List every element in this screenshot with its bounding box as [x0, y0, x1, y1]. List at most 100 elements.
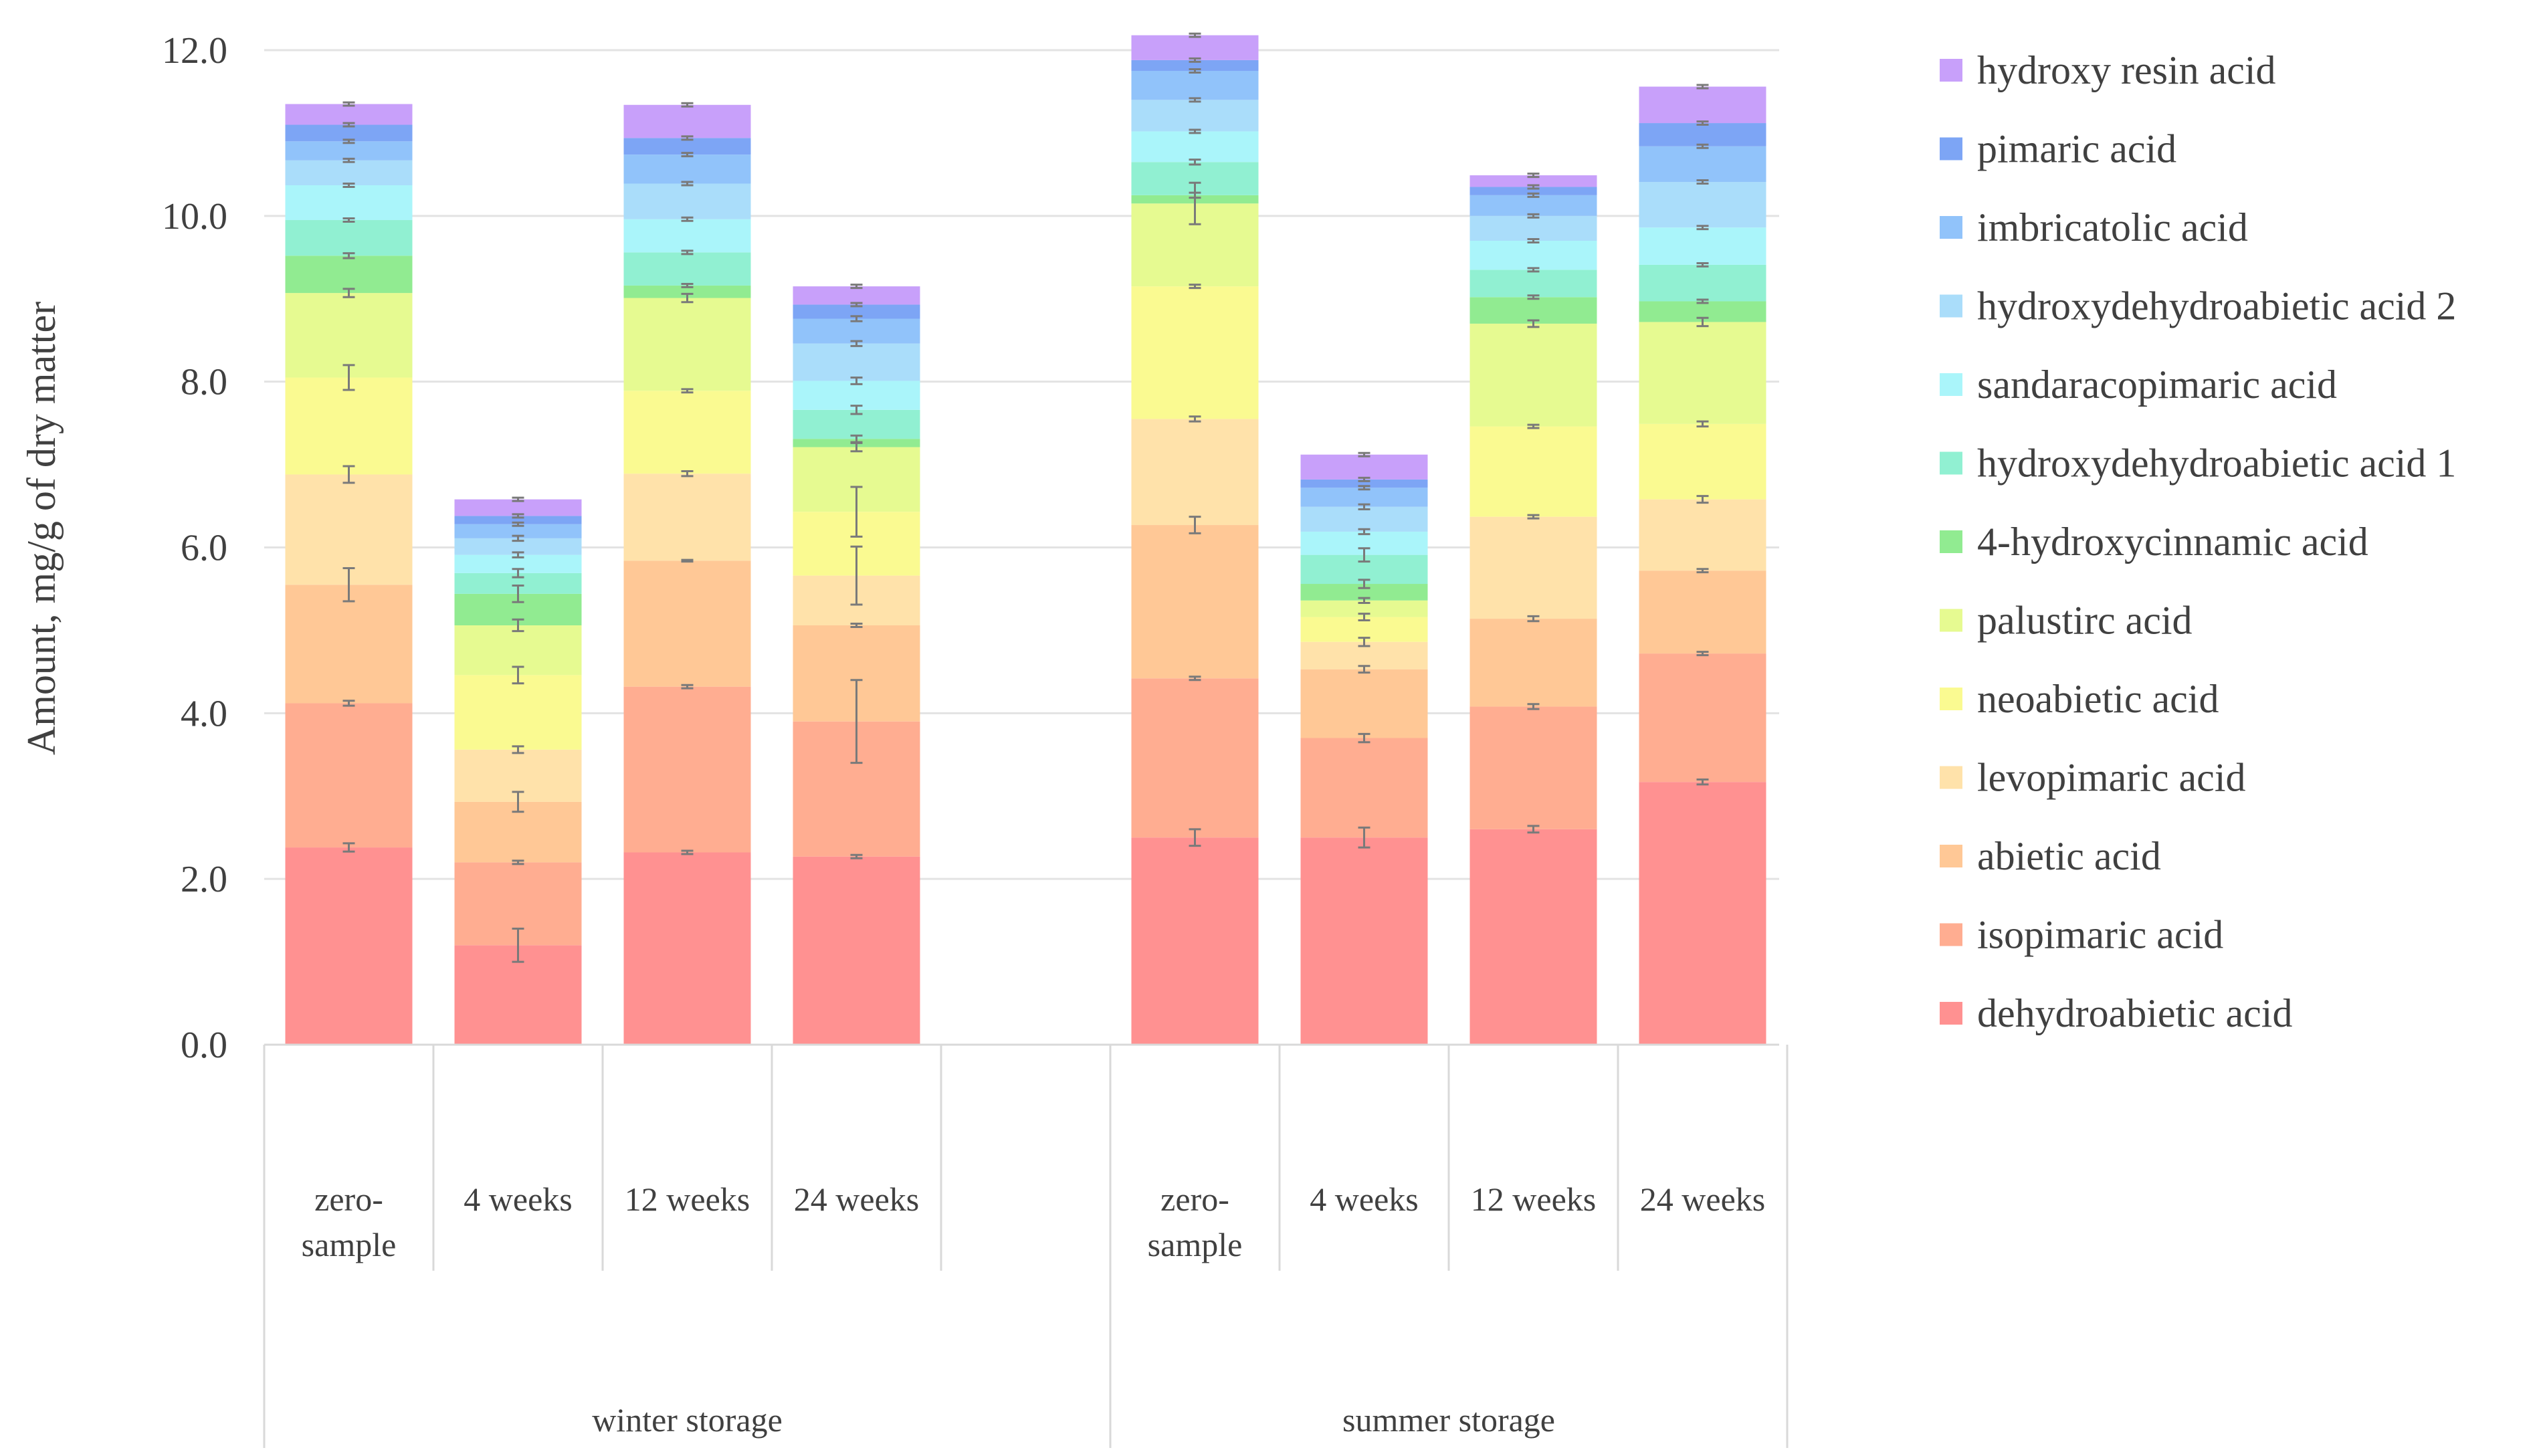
- bar-segment-imbricatolic-acid: [285, 141, 413, 161]
- legend-item-hydroxy-resin-acid: hydroxy resin acid: [1940, 48, 2276, 92]
- error-bar: [681, 849, 694, 855]
- bar-segment-4-hydroxycinnamic-acid: [1469, 297, 1597, 324]
- error-bar: [342, 364, 355, 391]
- error-bar: [1696, 262, 1709, 268]
- legend-swatch: [1940, 59, 1962, 82]
- bar-segment-sandaracopimaric-acid: [1639, 227, 1766, 265]
- bar-segment-levopimaric-acid: [623, 474, 751, 561]
- y-tick-label: 2.0: [181, 859, 227, 900]
- error-bar: [1358, 485, 1370, 491]
- error-bar: [1527, 423, 1540, 429]
- legend-item-hydroxydehydroabietic-acid-2: hydroxydehydroabietic acid 2: [1940, 284, 2456, 328]
- category-label: zero-: [314, 1180, 383, 1218]
- bar-segment-levopimaric-acid: [285, 474, 413, 585]
- bar-segment-palustirc-acid: [285, 293, 413, 378]
- legend-item-imbricatolic-acid: imbricatolic acid: [1940, 205, 2248, 249]
- error-bar: [342, 138, 355, 144]
- error-bar: [681, 558, 694, 563]
- y-tick-label: 10.0: [162, 196, 227, 237]
- y-axis-title: Amount, mg/g of dry matter: [19, 302, 64, 755]
- legend-label: hydroxydehydroabietic acid 2: [1977, 284, 2456, 328]
- category-label: 12 weeks: [625, 1180, 750, 1218]
- error-bar: [512, 551, 524, 558]
- error-bar: [1189, 675, 1201, 682]
- bar-segment-abietic-acid: [623, 560, 751, 687]
- category-label: 4 weeks: [1310, 1180, 1418, 1218]
- error-bar: [1189, 32, 1201, 38]
- legend-item-isopimaric-acid: isopimaric acid: [1940, 913, 2223, 957]
- category-label: 24 weeks: [794, 1180, 919, 1218]
- error-bar: [1358, 579, 1370, 589]
- error-bar: [1358, 547, 1370, 563]
- error-bar: [342, 101, 355, 107]
- bar-segment-neoabietic-acid: [285, 377, 413, 475]
- y-tick-label: 6.0: [181, 528, 227, 569]
- error-bar: [1189, 128, 1201, 134]
- bar-segment-imbricatolic-acid: [623, 154, 751, 184]
- bar-segment-levopimaric-acid: [1469, 516, 1597, 619]
- y-axis-ticks: 0.0 2.0 4.0 6.0 8.0 10.0 12.0: [162, 30, 227, 1066]
- legend-label: hydroxy resin acid: [1977, 48, 2276, 92]
- bar-segment-hydroxy-resin-acid: [285, 104, 413, 125]
- bar-segment-levopimaric-acid: [1639, 499, 1766, 571]
- legend-swatch: [1940, 766, 1962, 789]
- bar-segment-4-hydroxycinnamic-acid: [285, 255, 413, 294]
- error-bar: [850, 623, 863, 628]
- error-bar: [1527, 703, 1540, 710]
- error-bar: [342, 465, 355, 484]
- bar-segment-dehydroabietic-acid: [793, 856, 920, 1045]
- legend-swatch: [1940, 1002, 1962, 1025]
- legend-label: abietic acid: [1977, 834, 2161, 878]
- error-bar: [1189, 159, 1201, 166]
- error-bar: [1696, 495, 1709, 504]
- legend: hydroxy resin acid pimaric acid imbricatol…: [1940, 48, 2456, 1035]
- legend-label: hydroxydehydroabietic acid 1: [1977, 441, 2456, 486]
- error-bar: [342, 288, 355, 298]
- error-bar: [342, 122, 355, 128]
- legend-item-4-hydroxycinnamic-acid: 4-hydroxycinnamic acid: [1940, 520, 2368, 564]
- error-bar: [681, 249, 694, 255]
- error-bar: [681, 292, 694, 304]
- error-bar: [1527, 192, 1540, 198]
- bar-segment-palustirc-acid: [1469, 323, 1597, 427]
- error-bar: [850, 679, 863, 764]
- error-bar: [1189, 516, 1201, 534]
- error-bar: [1358, 732, 1370, 744]
- error-bar: [1527, 267, 1540, 273]
- error-bar: [342, 842, 355, 853]
- bar-segment-hydroxydehydroabietic-acid-2: [1131, 100, 1259, 132]
- legend-label: palustirc acid: [1977, 599, 2193, 643]
- bar-segment-isopimaric-acid: [1131, 678, 1259, 838]
- bar-segment-isopimaric-acid: [1639, 653, 1766, 783]
- error-bar: [850, 405, 863, 415]
- error-bar: [850, 434, 863, 443]
- legend-swatch: [1940, 688, 1962, 710]
- bar-segment-abietic-acid: [1639, 570, 1766, 654]
- bar-segment-levopimaric-acid: [1131, 419, 1259, 526]
- bar-segment-imbricatolic-acid: [1639, 146, 1766, 183]
- error-bar: [342, 157, 355, 163]
- category-label: zero-: [1160, 1180, 1229, 1218]
- bar-segment-pimaric-acid: [1131, 60, 1259, 71]
- legend-swatch: [1940, 845, 1962, 867]
- error-bar: [681, 181, 694, 187]
- bar-segment-isopimaric-acid: [623, 686, 751, 853]
- error-bar: [1189, 57, 1201, 63]
- error-bar: [1189, 828, 1201, 847]
- error-bar: [1527, 173, 1540, 179]
- bar-segment-isopimaric-acid: [285, 703, 413, 848]
- bar-segment-imbricatolic-acid: [793, 318, 920, 344]
- error-bar: [1527, 238, 1540, 243]
- error-bars: [342, 32, 1709, 963]
- error-bar: [342, 217, 355, 223]
- bar-segment-abietic-acid: [1131, 525, 1259, 679]
- error-bar: [850, 376, 863, 385]
- bar-segment-palustirc-acid: [623, 298, 751, 391]
- y-tick-label: 0.0: [181, 1025, 227, 1066]
- bar-segment-hydroxydehydroabietic-acid-1: [623, 252, 751, 286]
- legend-swatch: [1940, 373, 1962, 396]
- legend-swatch: [1940, 923, 1962, 946]
- error-bar: [512, 745, 524, 754]
- error-bar: [1527, 615, 1540, 623]
